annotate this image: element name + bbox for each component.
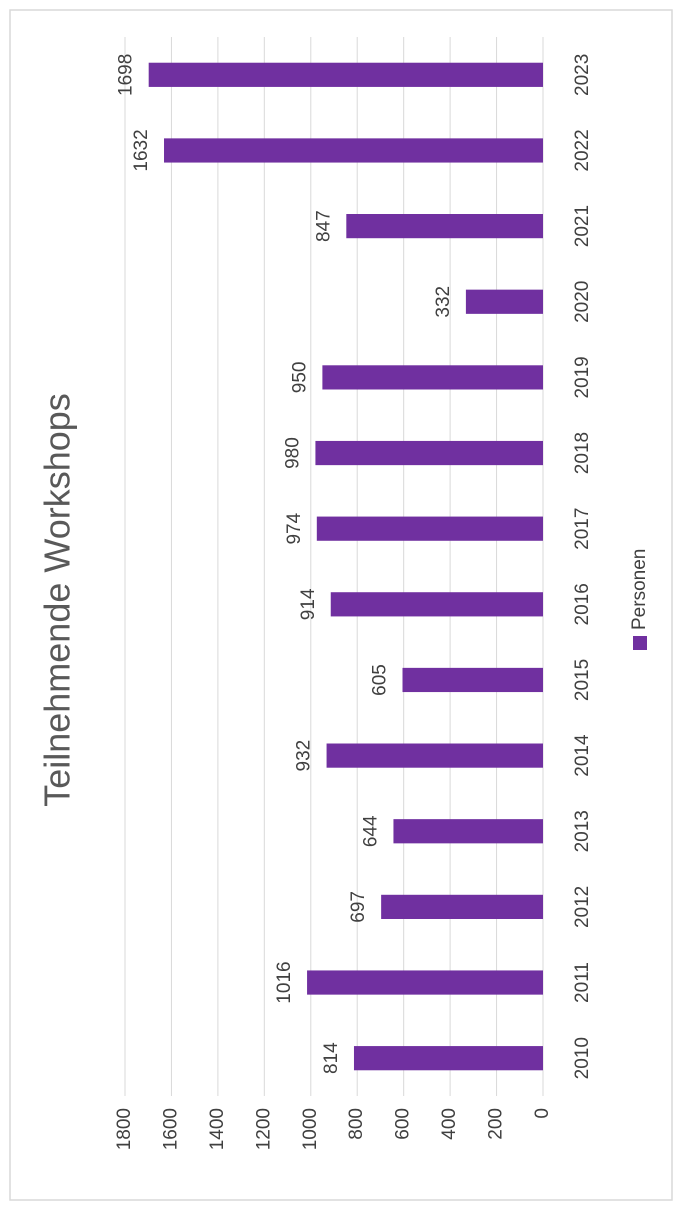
- bar: [307, 970, 543, 995]
- bar: [326, 743, 543, 768]
- y-tick-label: 0: [532, 1108, 553, 1119]
- y-tick-label: 1200: [253, 1108, 274, 1150]
- data-label: 950: [289, 362, 310, 394]
- data-label: 1698: [116, 54, 137, 96]
- x-tick-label: 2015: [572, 659, 593, 701]
- bar: [330, 592, 544, 617]
- y-tick-label: 1400: [207, 1108, 228, 1150]
- bar: [316, 516, 543, 541]
- data-label: 980: [282, 437, 303, 469]
- legend-label: Personen: [629, 549, 650, 630]
- data-label: 1016: [274, 961, 295, 1003]
- x-tick-label: 2011: [572, 962, 593, 1003]
- bar: [393, 819, 543, 844]
- legend-swatch: [633, 636, 647, 650]
- x-tick-label: 2020: [572, 281, 593, 323]
- x-tick-label: 2018: [572, 432, 593, 474]
- x-tick-label: 2023: [572, 54, 593, 96]
- bar: [164, 138, 543, 163]
- x-tick-label: 2013: [572, 810, 593, 852]
- x-tick-label: 2016: [572, 583, 593, 625]
- x-tick-label: 2012: [572, 886, 593, 928]
- data-label: 332: [433, 286, 454, 318]
- y-tick-label: 200: [486, 1108, 507, 1140]
- x-tick-label: 2022: [572, 129, 593, 171]
- data-label: 914: [298, 588, 319, 620]
- data-label: 697: [348, 891, 369, 923]
- bar: [381, 894, 543, 919]
- x-tick-label: 2019: [572, 356, 593, 398]
- bar: [148, 62, 543, 87]
- bar: [353, 1046, 543, 1071]
- data-label: 1632: [131, 129, 152, 171]
- x-tick-label: 2021: [572, 205, 593, 247]
- data-label: 932: [294, 740, 315, 772]
- chart-title: Teilnehmende Workshops: [37, 393, 78, 807]
- y-tick-label: 1600: [160, 1108, 181, 1150]
- bar: [322, 365, 543, 390]
- bar: [346, 214, 543, 239]
- data-label: 847: [313, 210, 334, 242]
- x-tick-label: 2014: [572, 734, 593, 777]
- data-label: 644: [360, 815, 381, 847]
- y-tick-label: 800: [346, 1108, 367, 1140]
- data-label: 605: [370, 664, 391, 696]
- bar: [402, 667, 543, 693]
- x-tick-label: 2017: [572, 508, 593, 550]
- y-tick-label: 400: [439, 1108, 460, 1140]
- y-tick-label: 600: [393, 1108, 414, 1140]
- bar: [465, 289, 543, 314]
- y-tick-label: 1800: [114, 1108, 135, 1150]
- y-tick-label: 1000: [300, 1108, 321, 1150]
- data-label: 974: [284, 512, 305, 544]
- x-tick-label: 2010: [572, 1037, 593, 1079]
- bar: [315, 440, 543, 466]
- data-label: 814: [321, 1042, 342, 1074]
